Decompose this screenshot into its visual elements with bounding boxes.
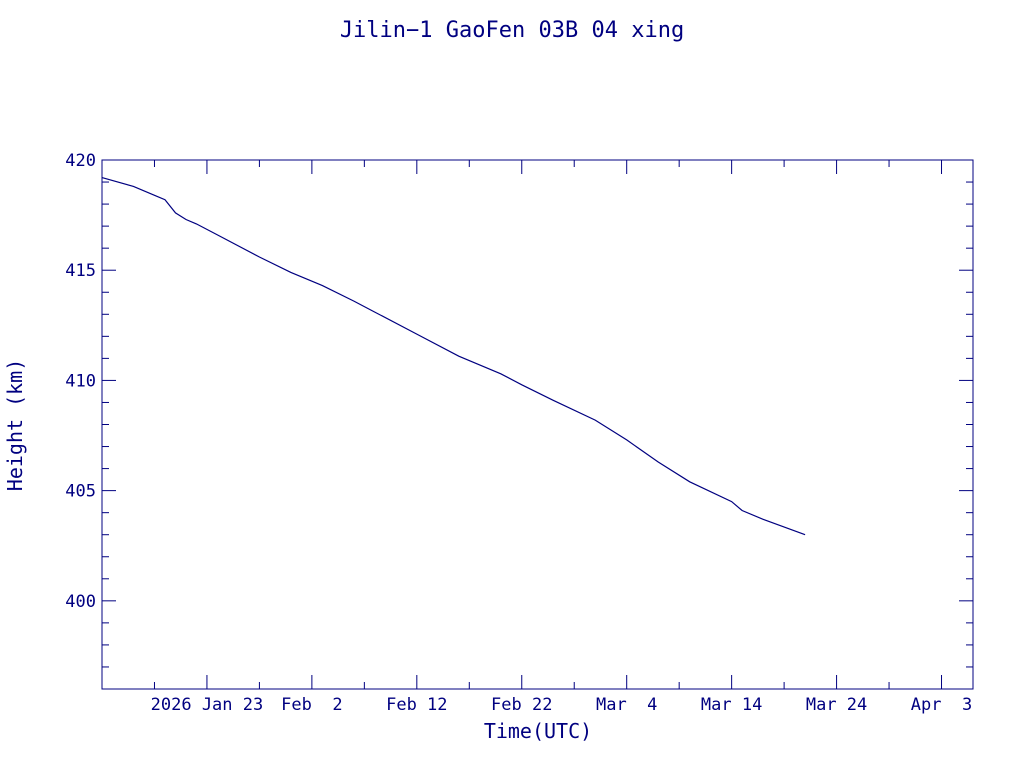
- chart-title: Jilin−1 GaoFen 03B 04 xing: [340, 18, 684, 43]
- x-tick-label: Feb 22: [491, 695, 552, 715]
- y-tick-label: 400: [65, 592, 96, 612]
- x-tick-label: Feb 12: [386, 695, 447, 715]
- y-tick-label: 405: [65, 482, 96, 502]
- minor-ticks: [102, 160, 973, 690]
- x-tick-label: 2026 Jan 23: [151, 695, 264, 715]
- x-tick-label: Mar 14: [701, 695, 762, 715]
- x-tick-labels: 2026 Jan 23 Feb 2 Feb 12 Feb 22 Mar 4 Mar 14 M…: [151, 695, 973, 715]
- y-tick-label: 410: [65, 371, 96, 391]
- x-axis-label: Time(UTC): [484, 719, 592, 743]
- y-tick-label: 415: [65, 261, 96, 281]
- x-tick-label: Mar 24: [806, 695, 867, 715]
- y-tick-labels: 400 405 410 415 420: [65, 151, 96, 612]
- x-tick-label: Feb 2: [281, 695, 342, 715]
- x-tick-label: Mar 4: [596, 695, 657, 715]
- y-tick-label: 420: [65, 151, 96, 171]
- y-axis-label: Height (km): [3, 359, 27, 491]
- plot-frame: [101, 159, 974, 690]
- major-ticks: [101, 159, 973, 689]
- x-tick-label: Apr 3: [911, 695, 972, 715]
- height-series-line: [101, 177, 806, 536]
